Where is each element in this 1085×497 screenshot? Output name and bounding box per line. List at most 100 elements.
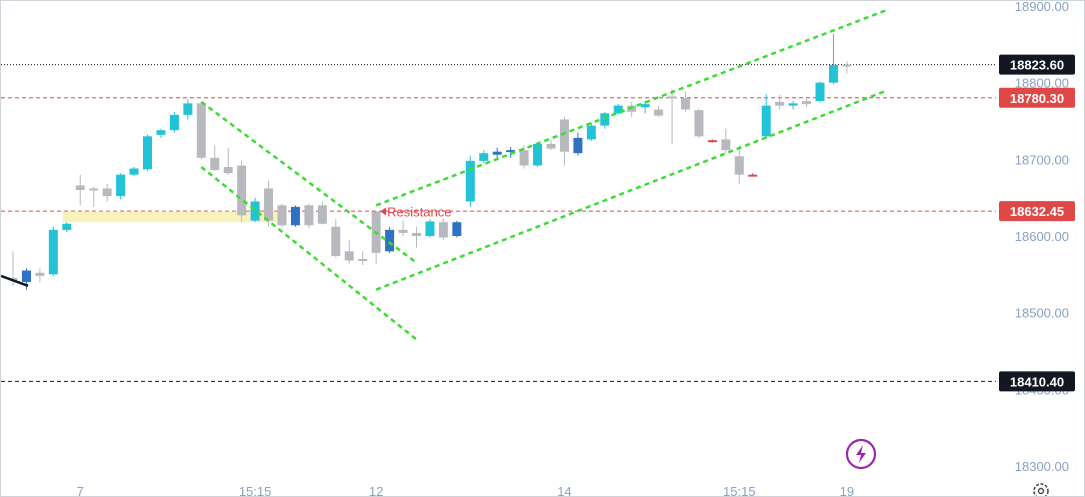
- candle-body[interactable]: [775, 101, 785, 106]
- candle-body[interactable]: [586, 125, 596, 140]
- time-axis[interactable]: 7 15:15 12 14 15:15 19: [77, 484, 855, 497]
- candle-body[interactable]: [223, 167, 233, 174]
- price-tag-label: 18632.45: [1010, 204, 1064, 219]
- time-tick-label: 15:15: [239, 484, 272, 497]
- time-tick-label: 19: [840, 484, 854, 497]
- candle-body[interactable]: [506, 150, 516, 153]
- candle-body[interactable]: [277, 205, 287, 226]
- candle-body[interactable]: [183, 103, 193, 115]
- candle-body[interactable]: [412, 232, 421, 236]
- candle-body[interactable]: [250, 201, 260, 221]
- time-tick-label: 12: [369, 484, 383, 497]
- candle-body[interactable]: [654, 109, 664, 116]
- candle-body[interactable]: [304, 205, 314, 226]
- candle-body[interactable]: [613, 105, 623, 114]
- price-levels-layer: [1, 64, 996, 382]
- lightning-icon: [856, 445, 866, 463]
- price-tag-label: 18410.40: [1010, 374, 1064, 389]
- candle-body[interactable]: [748, 174, 758, 177]
- candle-body[interactable]: [425, 221, 435, 236]
- candle-body[interactable]: [35, 272, 45, 276]
- candle-body[interactable]: [102, 188, 112, 197]
- candle-body[interactable]: [385, 229, 395, 252]
- candle-body[interactable]: [815, 82, 825, 102]
- gear-icon-center: [1037, 487, 1045, 495]
- channel-lines-layer: [1, 8, 888, 341]
- candle-body[interactable]: [129, 168, 139, 175]
- candle-body[interactable]: [156, 130, 166, 135]
- candle-body[interactable]: [681, 98, 690, 110]
- candle-body[interactable]: [842, 64, 852, 67]
- candle-body[interactable]: [143, 136, 152, 170]
- candle-body[interactable]: [761, 105, 771, 137]
- candle-body[interactable]: [828, 65, 838, 83]
- price-tag: [999, 54, 1075, 75]
- candle-body[interactable]: [290, 206, 300, 226]
- highlight-zone: [62, 211, 278, 223]
- price-tag: [999, 201, 1075, 222]
- lightning-badge-icon[interactable]: [845, 438, 877, 470]
- candle-body[interactable]: [694, 110, 704, 137]
- candle-body[interactable]: [264, 188, 274, 221]
- annotations-layer: Resistance: [380, 204, 451, 219]
- highlight-zone-layer: [62, 211, 278, 223]
- annotation-label: Resistance: [387, 204, 451, 219]
- candle-body[interactable]: [533, 144, 543, 166]
- price-tag-label: 18823.60: [1010, 58, 1064, 73]
- time-tick-label: 14: [557, 484, 571, 497]
- candle-body[interactable]: [210, 157, 220, 171]
- candle-body[interactable]: [237, 165, 247, 216]
- candle-body[interactable]: [438, 222, 448, 238]
- gear-icon[interactable]: [1033, 483, 1049, 497]
- price-tag: [999, 87, 1075, 108]
- price-tags-layer: 18823.60 18780.30 18632.45 18410.40: [999, 54, 1075, 392]
- candle-body[interactable]: [519, 150, 529, 166]
- time-tick-label: 15:15: [723, 484, 756, 497]
- candle-body[interactable]: [358, 259, 368, 261]
- candle-body[interactable]: [546, 144, 556, 149]
- channel-line[interactable]: [375, 89, 888, 291]
- candle-body[interactable]: [492, 151, 502, 155]
- trend-line-stub: [1, 274, 29, 288]
- channel-line[interactable]: [200, 100, 418, 264]
- candle-body[interactable]: [331, 226, 341, 256]
- candle-body[interactable]: [734, 156, 744, 175]
- candle-body[interactable]: [48, 229, 58, 275]
- price-tick-label: 18800.00: [1015, 76, 1069, 91]
- candle-body[interactable]: [344, 251, 354, 261]
- candle-body[interactable]: [89, 188, 99, 191]
- candle-body[interactable]: [452, 222, 462, 236]
- candle-body[interactable]: [640, 104, 650, 108]
- candle-body[interactable]: [465, 160, 475, 202]
- channel-line[interactable]: [375, 8, 888, 207]
- channel-line[interactable]: [200, 166, 418, 341]
- candle-body[interactable]: [116, 174, 126, 197]
- candle-body[interactable]: [600, 113, 610, 126]
- candle-body[interactable]: [398, 229, 408, 233]
- candle-body[interactable]: [802, 101, 812, 105]
- price-tick-label: 18600.00: [1015, 229, 1069, 244]
- candle-body[interactable]: [573, 137, 583, 154]
- candle-body[interactable]: [196, 103, 206, 158]
- candle-body[interactable]: [317, 205, 327, 224]
- price-tick-label: 18700.00: [1015, 152, 1069, 167]
- candle-body[interactable]: [169, 114, 179, 131]
- annotation-arrow-icon: [380, 207, 387, 216]
- candle-body[interactable]: [62, 223, 72, 230]
- candle-body[interactable]: [788, 103, 798, 106]
- candle-body[interactable]: [667, 96, 677, 99]
- candle-body[interactable]: [21, 270, 31, 283]
- time-tick-label: 7: [77, 484, 84, 497]
- candle-body[interactable]: [707, 140, 717, 143]
- candle-body[interactable]: [559, 119, 569, 152]
- price-tick-label: 18500.00: [1015, 306, 1069, 321]
- ui-overlay-layer: [845, 438, 1049, 497]
- candle-body[interactable]: [479, 153, 489, 161]
- candle-body[interactable]: [721, 139, 731, 151]
- candles-layer: [8, 33, 852, 290]
- price-tag-label: 18780.30: [1010, 91, 1064, 106]
- price-tick-label: 18900.00: [1015, 1, 1069, 14]
- candle-body[interactable]: [75, 185, 85, 190]
